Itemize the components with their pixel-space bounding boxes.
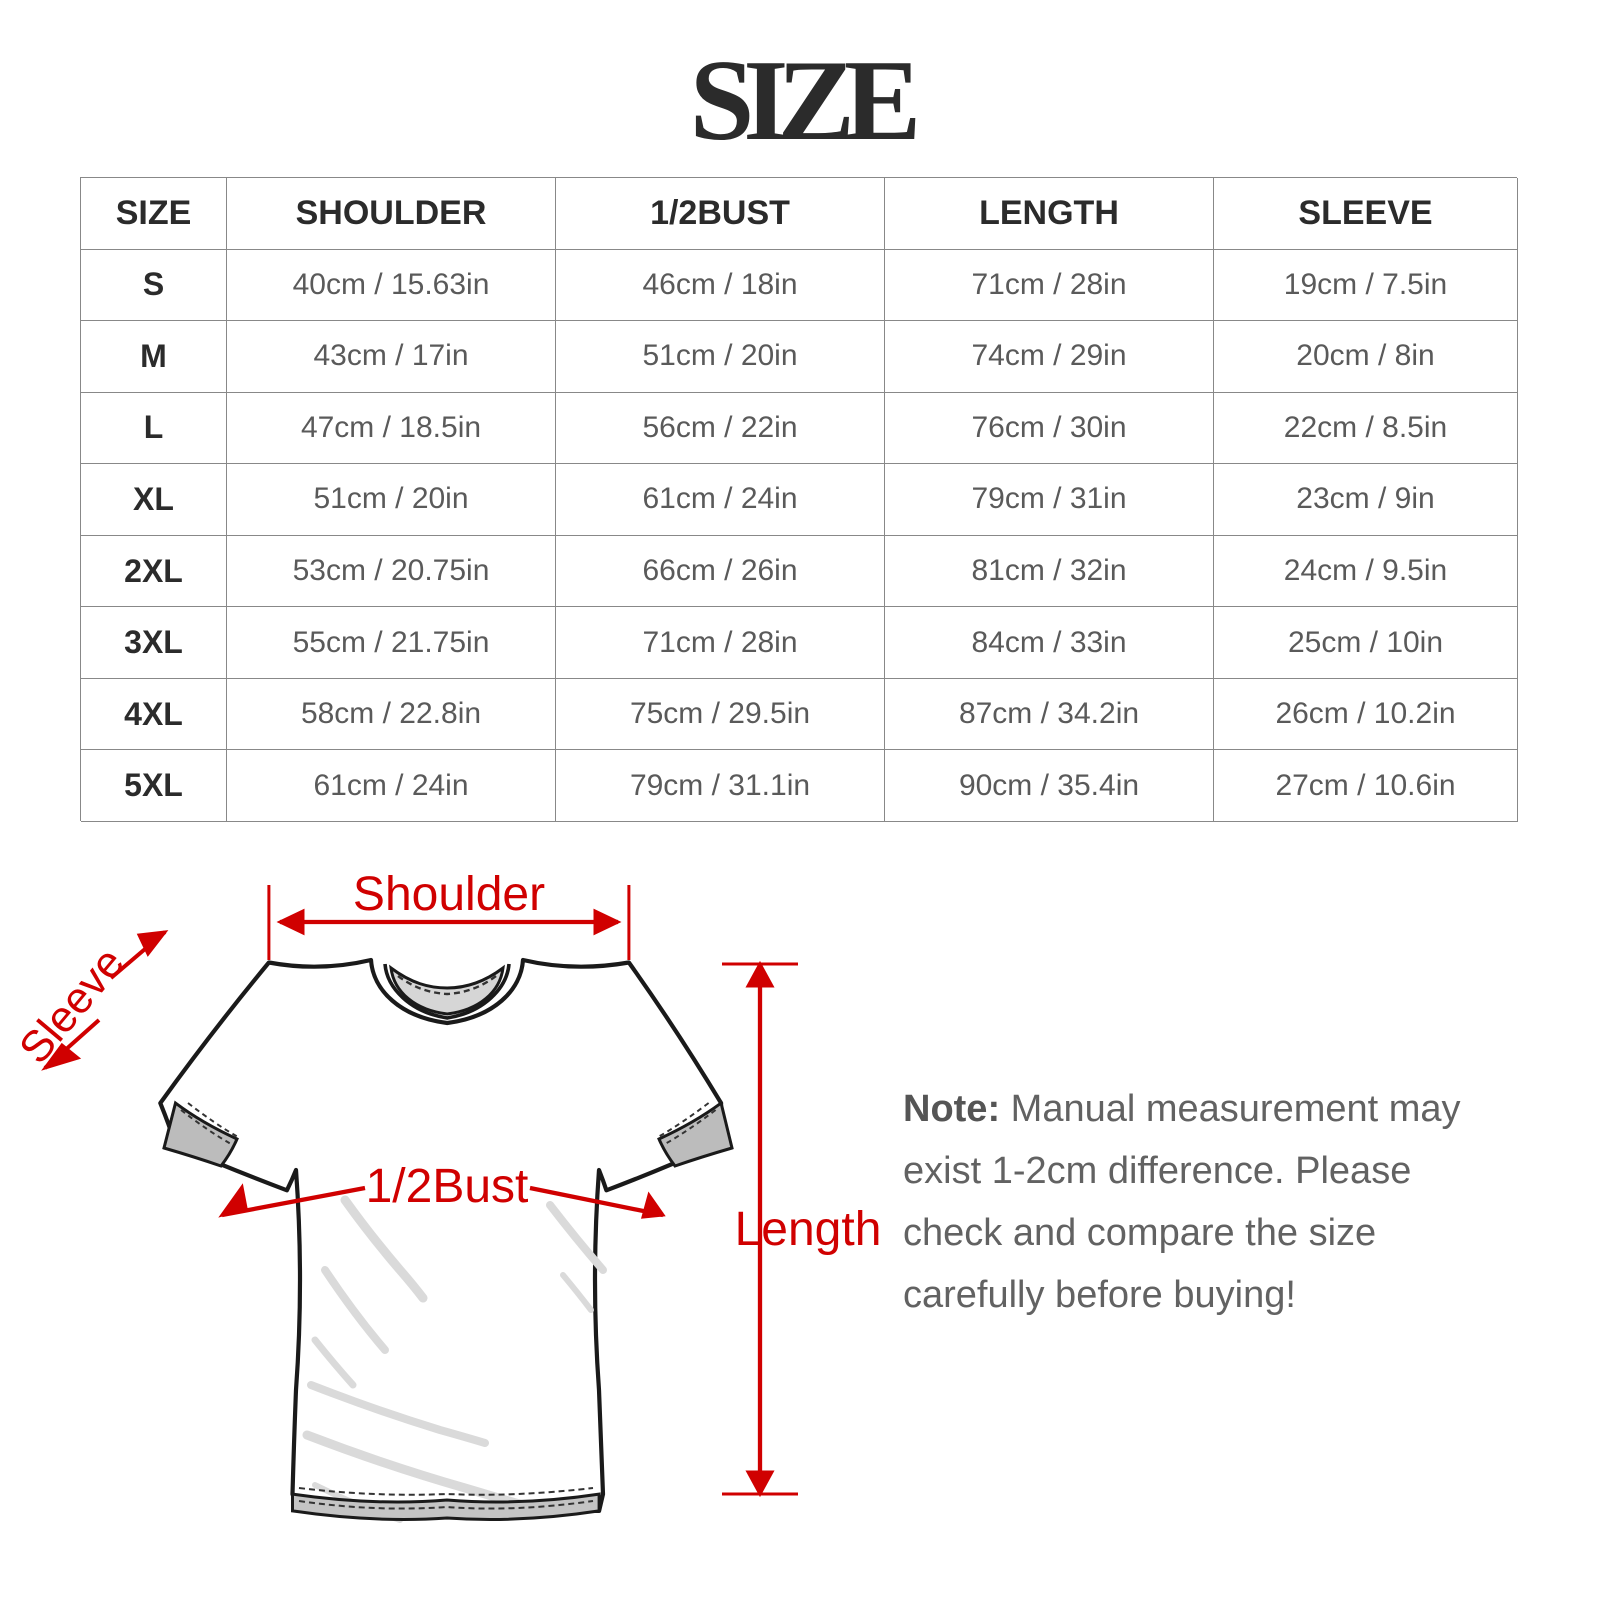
svg-text:Length: Length <box>735 1203 882 1256</box>
svg-text:1/2Bust: 1/2Bust <box>366 1160 529 1213</box>
svg-text:Shoulder: Shoulder <box>353 870 545 921</box>
